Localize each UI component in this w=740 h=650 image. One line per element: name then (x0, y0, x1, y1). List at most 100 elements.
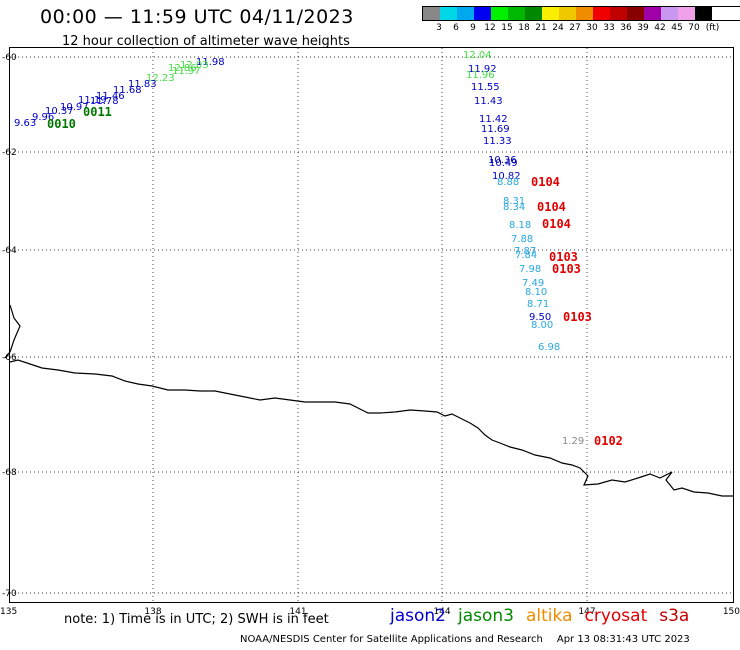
legend-label: 27 (569, 23, 581, 33)
legend-label: 6 (453, 23, 459, 33)
pass-time-label: 0103 (549, 250, 578, 264)
pass-time-label: 0102 (594, 434, 623, 448)
wave-height-value: 11.68 (113, 85, 142, 96)
pass-time-label: 0104 (531, 175, 560, 189)
wave-height-value: 6.98 (538, 342, 560, 353)
legend-label: 15 (501, 23, 513, 33)
wave-height-value: 11.96 (466, 70, 495, 81)
legend-label: 24 (552, 23, 564, 33)
wave-height-value: 10.36 (488, 155, 517, 166)
wave-height-value: 9.96 (32, 112, 54, 123)
legend-swatch (627, 7, 644, 20)
sat-jason3: jason3 (458, 606, 514, 626)
wave-height-value: 7.84 (515, 250, 537, 261)
credit-text: NOAA/NESDIS Center for Satellite Applica… (240, 634, 543, 645)
legend-label: 36 (620, 23, 632, 33)
wave-height-value: 11.92 (468, 64, 497, 75)
legend-swatch (508, 7, 525, 20)
legend-swatch (525, 7, 542, 20)
legend-swatch (559, 7, 576, 20)
wave-height-value: 11.55 (471, 82, 500, 93)
legend-swatch (457, 7, 474, 20)
latitude-label: -66 (2, 353, 17, 363)
sat-cryosat: cryosat (584, 606, 648, 626)
latitude-label: -68 (2, 468, 17, 478)
wave-height-value: 12.86 (168, 63, 197, 74)
wave-height-value: 11.46 (96, 91, 125, 102)
longitude-label: 150 (723, 607, 740, 617)
note-text: note: 1) Time is in UTC; 2) SWH is in fe… (64, 612, 329, 627)
sat-altika: altika (526, 606, 573, 626)
wave-height-value: 11.33 (483, 136, 512, 147)
sat-jason2: jason2 (390, 606, 446, 626)
wave-height-value: 11.69 (481, 124, 510, 135)
legend-swatch (593, 7, 610, 20)
legend-swatch (440, 7, 457, 20)
legend-label: 39 (637, 23, 649, 33)
wave-height-value: 11.42 (479, 114, 508, 125)
longitude-label: 144 (433, 607, 450, 617)
legend-label: 33 (603, 23, 615, 33)
pass-time-label: 0103 (563, 310, 592, 324)
wave-height-value: 7.98 (519, 264, 541, 275)
wave-height-value: 11.78 (90, 96, 119, 107)
longitude-label: 147 (578, 607, 595, 617)
legend-swatch (423, 7, 440, 20)
satellite-legend: jason2 jason3 altika cryosat s3a (390, 606, 701, 626)
pass-time-label: 0104 (542, 217, 571, 231)
pass-time-label: 0104 (537, 200, 566, 214)
credit-line: NOAA/NESDIS Center for Satellite Applica… (240, 634, 690, 645)
wave-height-value: 11.97 (172, 66, 201, 77)
legend-swatch (695, 7, 712, 20)
legend-label: 9 (470, 23, 476, 33)
coastline (4, 304, 734, 497)
graticule: 135 138 141 144 147 150 -60 -62 -64 -66 -68 -70 (0, 48, 740, 617)
legend-label: 3 (436, 23, 442, 33)
page-subtitle: 12 hour collection of altimeter wave hei… (62, 34, 350, 49)
legend-label: 21 (535, 23, 547, 33)
longitude-label: 141 (289, 607, 306, 617)
legend-ticks: 3 6 9 12 15 18 21 24 27 30 33 36 39 42 45 70 (ft) (422, 21, 740, 35)
legend-swatch (661, 7, 678, 20)
longitude-label: 135 (0, 607, 17, 617)
latitude-label: -62 (2, 148, 17, 158)
wave-height-value: 11.19 (78, 95, 107, 106)
wave-height-value: 1.29 (562, 436, 584, 447)
legend-label: 18 (518, 23, 530, 33)
color-legend: 3 6 9 12 15 18 21 24 27 30 33 36 39 42 45 70 (ft) (422, 6, 740, 35)
latitude-label: -60 (2, 53, 17, 63)
wave-height-value: 7.49 (522, 278, 544, 289)
wave-height-value: 7.87 (514, 246, 536, 257)
legend-label: 30 (586, 23, 598, 33)
wave-height-value: 7.88 (511, 234, 533, 245)
wave-height-value: 12.04 (463, 50, 492, 61)
wave-height-value: 11.43 (474, 96, 503, 107)
longitude-label: 138 (144, 607, 161, 617)
wave-height-value: 10.82 (492, 171, 521, 182)
legend-label: (ft) (705, 23, 720, 33)
legend-swatch (474, 7, 491, 20)
wave-height-value: 12.03 (180, 60, 209, 71)
wave-height-value: 9.63 (14, 118, 36, 129)
wave-height-value: 11.98 (196, 57, 225, 68)
legend-swatch (678, 7, 695, 20)
wave-height-value: 8.71 (527, 299, 549, 310)
wave-height-value: 10.49 (489, 158, 518, 169)
pass-time-label: 0011 (83, 105, 112, 119)
wave-values-layer: 11.9812.8612.0311.9712.2311.8311.6811.46… (14, 50, 584, 447)
wave-height-value: 8.88 (497, 177, 519, 188)
legend-label: 42 (654, 23, 666, 33)
wave-height-value: 8.10 (525, 287, 547, 298)
wave-height-value: 10.97 (60, 102, 89, 113)
latitude-label: -70 (2, 589, 17, 599)
pass-time-label: 0010 (47, 117, 76, 131)
wave-height-value: 8.00 (531, 320, 553, 331)
wave-height-value: 11.83 (128, 79, 157, 90)
legend-label: 70 (688, 23, 700, 33)
legend-swatch (491, 7, 508, 20)
pass-time-label: 0103 (552, 262, 581, 276)
legend-swatch (576, 7, 593, 20)
legend-swatch (610, 7, 627, 20)
